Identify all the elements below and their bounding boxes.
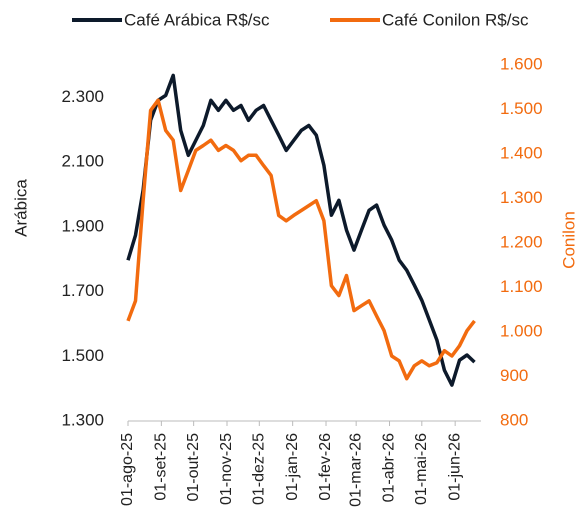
x-tick-label: 01-nov-25: [218, 433, 235, 505]
y2-tick-label: 1.600: [500, 54, 543, 73]
legend-label: Café Arábica R$/sc: [124, 10, 270, 29]
y-tick-label: 1.300: [61, 410, 104, 429]
x-tick-label: 01-ago-25: [119, 433, 136, 506]
series-line: [126, 73, 476, 387]
y2-tick-label: 1.000: [500, 321, 543, 340]
y2-tick-label: 1.200: [500, 232, 543, 251]
x-tick-label: 01-mar-26: [347, 433, 364, 507]
y-tick-label: 2.100: [61, 152, 104, 171]
x-tick-label: 01-fev-26: [317, 433, 334, 501]
y-tick-label: 1.500: [61, 346, 104, 365]
x-tick-label: 01-abr-26: [381, 433, 398, 502]
y2-tick-label: 1.400: [500, 143, 543, 162]
y2-tick-label: 1.100: [500, 277, 543, 296]
y-tick-label: 1.700: [61, 281, 104, 300]
x-tick-label: 01-mai-26: [413, 433, 430, 505]
legend-label: Café Conilon R$/sc: [382, 10, 529, 29]
y2-tick-label: 800: [500, 410, 528, 429]
x-tick-label: 01-jan-26: [284, 433, 301, 501]
series-line: [126, 98, 476, 381]
y-tick-label: 2.300: [61, 87, 104, 106]
y-tick-label: 1.900: [61, 216, 104, 235]
y2-axis-title: Conilon: [559, 211, 578, 269]
y2-tick-label: 900: [500, 366, 528, 385]
y2-tick-label: 1.300: [500, 188, 543, 207]
x-tick-label: 01-set-25: [153, 433, 170, 501]
y2-tick-label: 1.500: [500, 99, 543, 118]
x-tick-label: 01-jun-26: [446, 433, 463, 501]
y-axis-title: Arábica: [11, 179, 30, 237]
x-tick-label: 01-out-25: [185, 433, 202, 502]
x-tick-label: 01-dez-25: [251, 433, 268, 505]
